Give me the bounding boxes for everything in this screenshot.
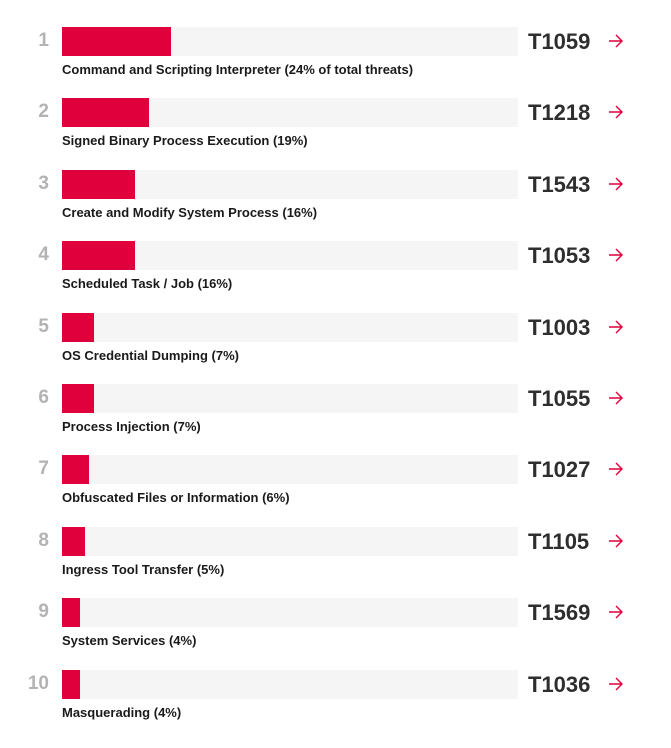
arrow-right-icon[interactable] <box>608 677 624 691</box>
bar-track <box>62 170 518 199</box>
rank-number: 2 <box>38 101 49 122</box>
technique-id: T1543 <box>528 172 591 197</box>
bar-track <box>62 527 518 556</box>
rank-number: 8 <box>38 530 49 551</box>
rank-number: 6 <box>38 387 49 408</box>
arrow-right-icon[interactable] <box>608 177 624 191</box>
technique-id: T1053 <box>528 243 591 268</box>
bar-label: Scheduled Task / Job (16%) <box>62 276 233 291</box>
bar-track <box>62 241 518 270</box>
bar-fill <box>62 98 149 127</box>
arrow-right-icon[interactable] <box>608 320 624 334</box>
chart-row: 9 System Services (4%) T1569 <box>0 598 671 658</box>
arrow-right-icon[interactable] <box>608 105 624 119</box>
bar-track <box>62 384 518 413</box>
bar-track <box>62 98 518 127</box>
chart-row: 10 Masquerading (4%) T1036 <box>0 670 671 730</box>
bar-track <box>62 313 518 342</box>
bar-label: System Services (4%) <box>62 633 197 648</box>
rank-number: 5 <box>38 316 49 337</box>
bar-label: Ingress Tool Transfer (5%) <box>62 562 225 577</box>
arrow-right-icon[interactable] <box>608 462 624 476</box>
bar-label: Process Injection (7%) <box>62 419 201 434</box>
arrow-right-icon[interactable] <box>608 391 624 405</box>
rank-number: 9 <box>38 601 49 622</box>
chart-row: 7 Obfuscated Files or Information (6%) T10… <box>0 455 671 515</box>
bar-label: Obfuscated Files or Information (6%) <box>62 490 290 505</box>
chart-row: 8 Ingress Tool Transfer (5%) T1105 <box>0 527 671 587</box>
chart-row: 5 OS Credential Dumping (7%) T1003 <box>0 313 671 373</box>
arrow-right-icon[interactable] <box>608 34 624 48</box>
bar-label: OS Credential Dumping (7%) <box>62 348 239 363</box>
technique-id: T1218 <box>528 100 591 125</box>
rank-number: 7 <box>38 458 49 479</box>
technique-id: T1036 <box>528 672 591 697</box>
rank-number: 3 <box>38 173 49 194</box>
chart-row: 6 Process Injection (7%) T1055 <box>0 384 671 444</box>
technique-id: T1059 <box>528 29 591 54</box>
bar-fill <box>62 455 90 484</box>
bar-fill <box>62 170 135 199</box>
chart-row: 2 Signed Binary Process Execution (19%) T1… <box>0 98 671 158</box>
rank-number: 10 <box>27 673 49 694</box>
bar-label: Create and Modify System Process (16%) <box>62 205 318 220</box>
bar-track <box>62 598 518 627</box>
bar-label: Command and Scripting Interpreter (24% o… <box>62 62 414 77</box>
technique-id: T1003 <box>528 315 591 340</box>
arrow-right-icon[interactable] <box>608 248 624 262</box>
bar-fill <box>62 670 81 699</box>
technique-id: T1055 <box>528 386 591 411</box>
chart-row: 1 Command and Scripting Interpreter (24% … <box>0 27 671 87</box>
bar-track <box>62 455 518 484</box>
chart-row: 3 Create and Modify System Process (16%) T… <box>0 170 671 230</box>
technique-id: T1105 <box>528 529 590 554</box>
bar-fill <box>62 598 81 627</box>
technique-id: T1569 <box>528 600 591 625</box>
arrow-right-icon[interactable] <box>608 605 624 619</box>
bar-fill <box>62 384 94 413</box>
technique-id: T1027 <box>528 457 591 482</box>
chart-row: 4 Scheduled Task / Job (16%) T1053 <box>0 241 671 301</box>
arrow-right-icon[interactable] <box>608 534 624 548</box>
bar-label: Masquerading (4%) <box>62 705 182 720</box>
rank-number: 1 <box>38 30 49 51</box>
rank-number: 4 <box>38 244 49 265</box>
bar-track <box>62 670 518 699</box>
bar-fill <box>62 313 94 342</box>
bar-fill <box>62 241 135 270</box>
bar-label: Signed Binary Process Execution (19%) <box>62 133 308 148</box>
bar-fill <box>62 527 85 556</box>
bar-track <box>62 27 518 56</box>
bar-fill <box>62 27 172 56</box>
